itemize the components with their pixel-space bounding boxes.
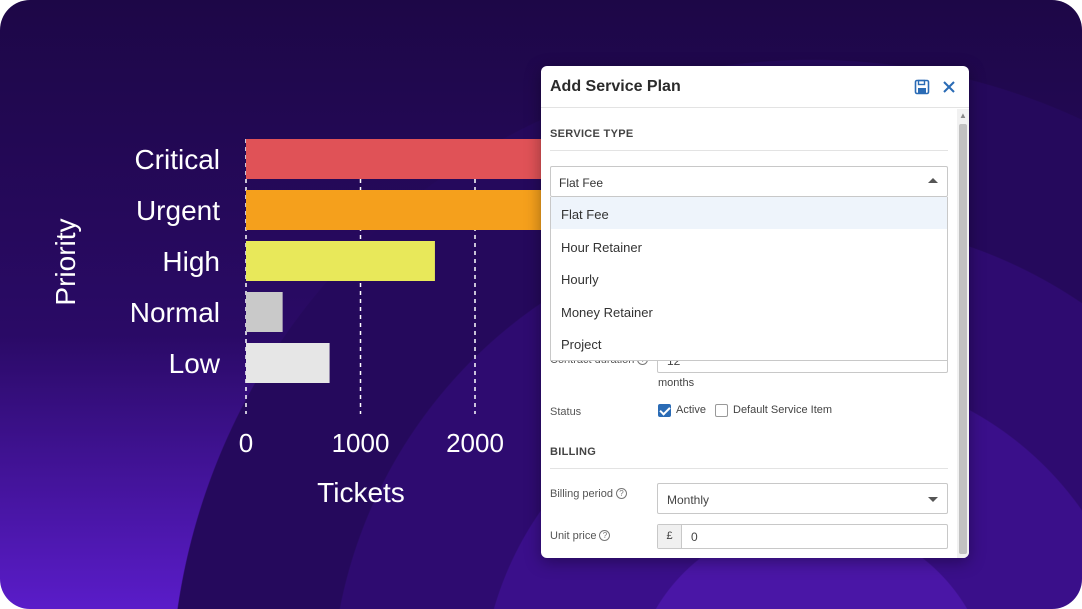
bar-normal bbox=[246, 292, 283, 332]
active-checkbox-label: Active bbox=[676, 404, 706, 416]
default-service-item-label: Default Service Item bbox=[733, 404, 833, 416]
help-icon[interactable]: ? bbox=[615, 488, 627, 499]
save-icon[interactable] bbox=[913, 78, 931, 96]
service-type-select[interactable]: Flat Fee bbox=[550, 166, 948, 197]
contract-duration-unit: months bbox=[658, 377, 695, 389]
bar-critical bbox=[246, 139, 556, 179]
service-type-dropdown: Flat Fee Hour Retainer Hourly Money Retaine… bbox=[550, 197, 948, 361]
section-divider bbox=[550, 468, 948, 469]
y-axis-title: Priority bbox=[50, 218, 81, 305]
category-label: Low bbox=[169, 348, 221, 379]
x-tick-label: 0 bbox=[239, 428, 253, 458]
category-label: High bbox=[162, 246, 220, 277]
bar-low bbox=[246, 343, 330, 383]
dialog-title: Add Service Plan bbox=[550, 78, 681, 95]
active-checkbox[interactable] bbox=[658, 404, 671, 417]
dropdown-option[interactable]: Flat Fee bbox=[551, 197, 947, 229]
chevron-down-icon bbox=[928, 497, 938, 502]
dialog-header: Add Service Plan bbox=[541, 66, 969, 108]
dropdown-option[interactable]: Project bbox=[561, 337, 602, 352]
category-label: Critical bbox=[134, 144, 220, 175]
billing-period-value: Monthly bbox=[667, 493, 710, 507]
unit-price-value: 0 bbox=[691, 530, 698, 544]
service-type-select-value: Flat Fee bbox=[559, 176, 604, 190]
category-label: Urgent bbox=[136, 195, 220, 226]
dropdown-option[interactable]: Money Retainer bbox=[561, 304, 653, 320]
currency-symbol: £ bbox=[658, 525, 682, 548]
x-tick-label: 1000 bbox=[332, 428, 390, 458]
dropdown-option[interactable]: Hourly bbox=[561, 272, 599, 287]
close-icon[interactable] bbox=[940, 78, 958, 96]
x-tick-label: 2000 bbox=[446, 428, 504, 458]
unit-price-label: Unit price? bbox=[550, 530, 611, 542]
unit-price-input[interactable]: £ 0 bbox=[657, 524, 948, 549]
scroll-up-icon[interactable]: ▲ bbox=[959, 111, 967, 120]
bar-urgent bbox=[246, 190, 550, 230]
category-label: Normal bbox=[130, 297, 220, 328]
default-service-item-checkbox[interactable] bbox=[715, 404, 728, 417]
scrollbar-thumb[interactable] bbox=[959, 124, 967, 554]
billing-period-label: Billing period? bbox=[550, 488, 627, 500]
help-icon[interactable]: ? bbox=[599, 530, 611, 541]
chevron-up-icon bbox=[928, 178, 938, 183]
status-label: Status bbox=[550, 406, 582, 418]
x-axis-title: Tickets bbox=[317, 477, 405, 508]
service-type-section-title: SERVICE TYPE bbox=[550, 128, 634, 140]
section-divider bbox=[550, 150, 948, 151]
dialog-body: SERVICE TYPE Flat Fee Contract duration?… bbox=[541, 109, 957, 558]
bar-high bbox=[246, 241, 435, 281]
dropdown-option[interactable]: Hour Retainer bbox=[561, 239, 642, 255]
add-service-plan-dialog: Add Service Plan SERVICE TYPE Flat Fee bbox=[541, 66, 969, 558]
billing-period-select[interactable]: Monthly bbox=[657, 483, 948, 514]
billing-section-title: BILLING bbox=[550, 446, 597, 458]
